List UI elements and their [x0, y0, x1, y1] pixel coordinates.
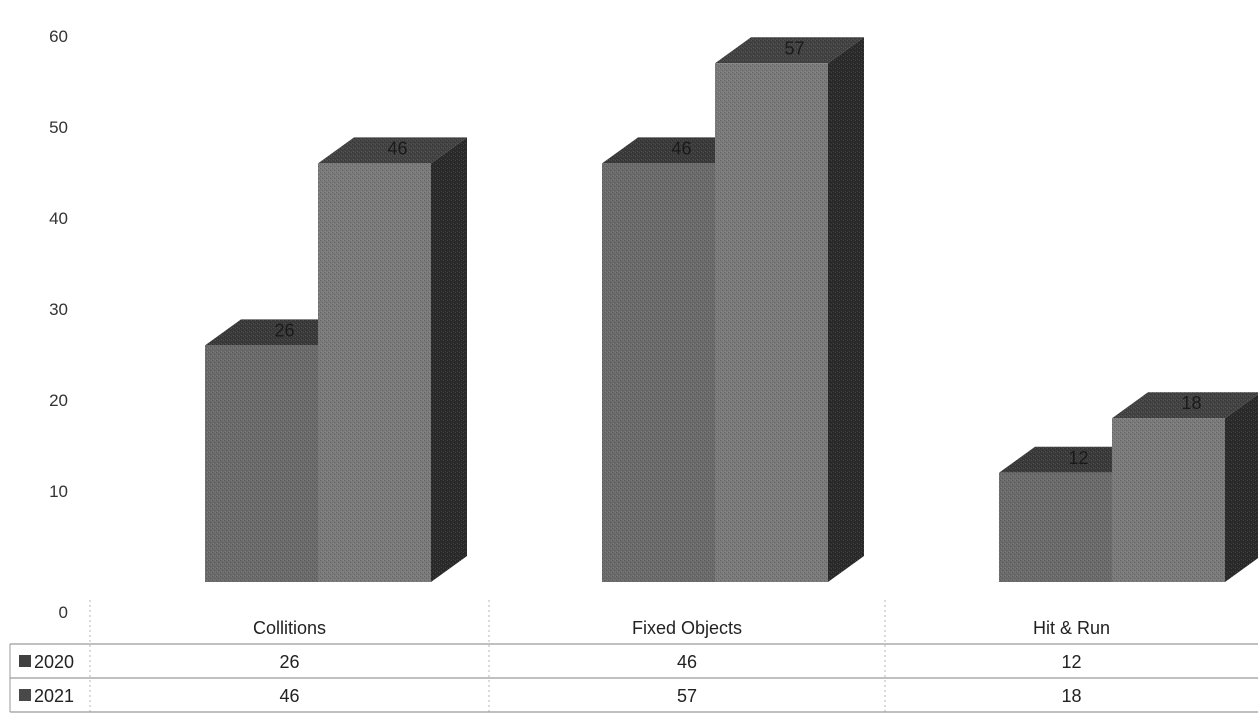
table-cell: 46	[677, 652, 697, 672]
category-label: Collitions	[253, 618, 326, 638]
bar-front-texture	[205, 345, 318, 582]
bars: 26 46 46 57 12 18	[205, 37, 1258, 583]
bar-2021-hit-run: 18	[1112, 392, 1258, 582]
bar-top-texture	[715, 37, 864, 64]
category-label: Fixed Objects	[632, 618, 742, 638]
legend-key-2020	[19, 655, 31, 667]
series-name: 2020	[34, 652, 74, 672]
bar-2021-collitions: 46	[318, 137, 467, 582]
data-label: 46	[671, 138, 691, 158]
y-tick-label: 0	[59, 603, 68, 622]
bar-side-texture	[828, 37, 864, 583]
data-label: 57	[784, 38, 804, 58]
bar-top-texture	[602, 137, 751, 164]
bar-front-texture	[999, 472, 1112, 582]
y-tick-label: 40	[49, 209, 68, 228]
y-tick-label: 10	[49, 482, 68, 501]
y-tick-label: 30	[49, 300, 68, 319]
bar-top-texture	[318, 137, 467, 164]
table-cell: 57	[677, 686, 697, 706]
bar-front-texture	[1112, 418, 1225, 582]
table-cell: 12	[1061, 652, 1081, 672]
bar-side-texture	[431, 137, 467, 582]
bar-front-texture	[715, 63, 828, 583]
data-label: 26	[274, 320, 294, 340]
legend-key-2021	[19, 689, 31, 701]
y-tick-label: 50	[49, 118, 68, 137]
bar-front-texture	[318, 163, 431, 582]
bar-2021-fixed-objects: 57	[715, 37, 864, 583]
table-cell: 26	[279, 652, 299, 672]
y-tick-label: 60	[49, 27, 68, 46]
table-cell: 18	[1061, 686, 1081, 706]
data-label: 12	[1068, 448, 1088, 468]
y-axis: 0 10 20 30 40 50 60	[49, 27, 68, 622]
data-table: Collitions Fixed Objects Hit & Run 2020 26 46…	[9, 600, 1258, 714]
data-label: 46	[387, 138, 407, 158]
data-label: 18	[1181, 393, 1201, 413]
series-name: 2021	[34, 686, 74, 706]
category-label: Hit & Run	[1033, 618, 1110, 638]
bar-side-texture	[1225, 394, 1258, 582]
table-cell: 46	[279, 686, 299, 706]
bar-top-texture	[999, 446, 1148, 473]
bar-top-texture	[205, 319, 354, 346]
bar-top-texture	[1112, 392, 1258, 419]
y-tick-label: 20	[49, 391, 68, 410]
bar-front-texture	[602, 163, 715, 582]
